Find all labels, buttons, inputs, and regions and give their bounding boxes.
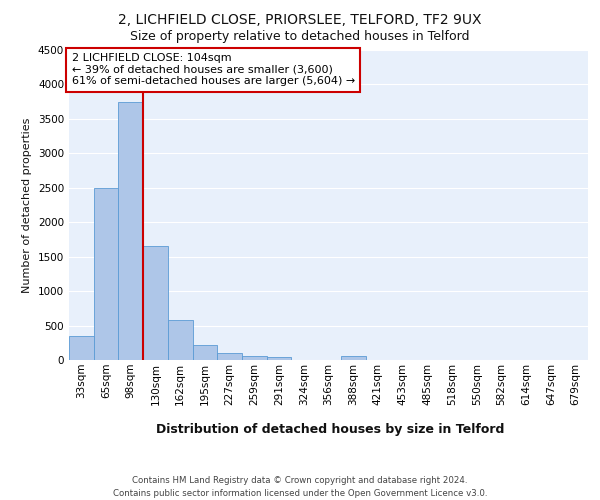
Bar	[217, 353, 242, 360]
Bar	[267, 356, 292, 360]
Bar	[193, 345, 217, 360]
Bar	[94, 188, 118, 360]
Bar	[242, 356, 267, 360]
Text: 2, LICHFIELD CLOSE, PRIORSLEE, TELFORD, TF2 9UX: 2, LICHFIELD CLOSE, PRIORSLEE, TELFORD, …	[118, 12, 482, 26]
Bar	[143, 246, 168, 360]
Bar	[118, 102, 143, 360]
Bar	[341, 356, 365, 360]
Y-axis label: Number of detached properties: Number of detached properties	[22, 118, 32, 292]
Bar	[69, 336, 94, 360]
Text: Size of property relative to detached houses in Telford: Size of property relative to detached ho…	[130, 30, 470, 43]
Text: Distribution of detached houses by size in Telford: Distribution of detached houses by size …	[156, 422, 504, 436]
Text: Contains HM Land Registry data © Crown copyright and database right 2024.
Contai: Contains HM Land Registry data © Crown c…	[113, 476, 487, 498]
Bar	[168, 320, 193, 360]
Text: 2 LICHFIELD CLOSE: 104sqm
← 39% of detached houses are smaller (3,600)
61% of se: 2 LICHFIELD CLOSE: 104sqm ← 39% of detac…	[71, 53, 355, 86]
